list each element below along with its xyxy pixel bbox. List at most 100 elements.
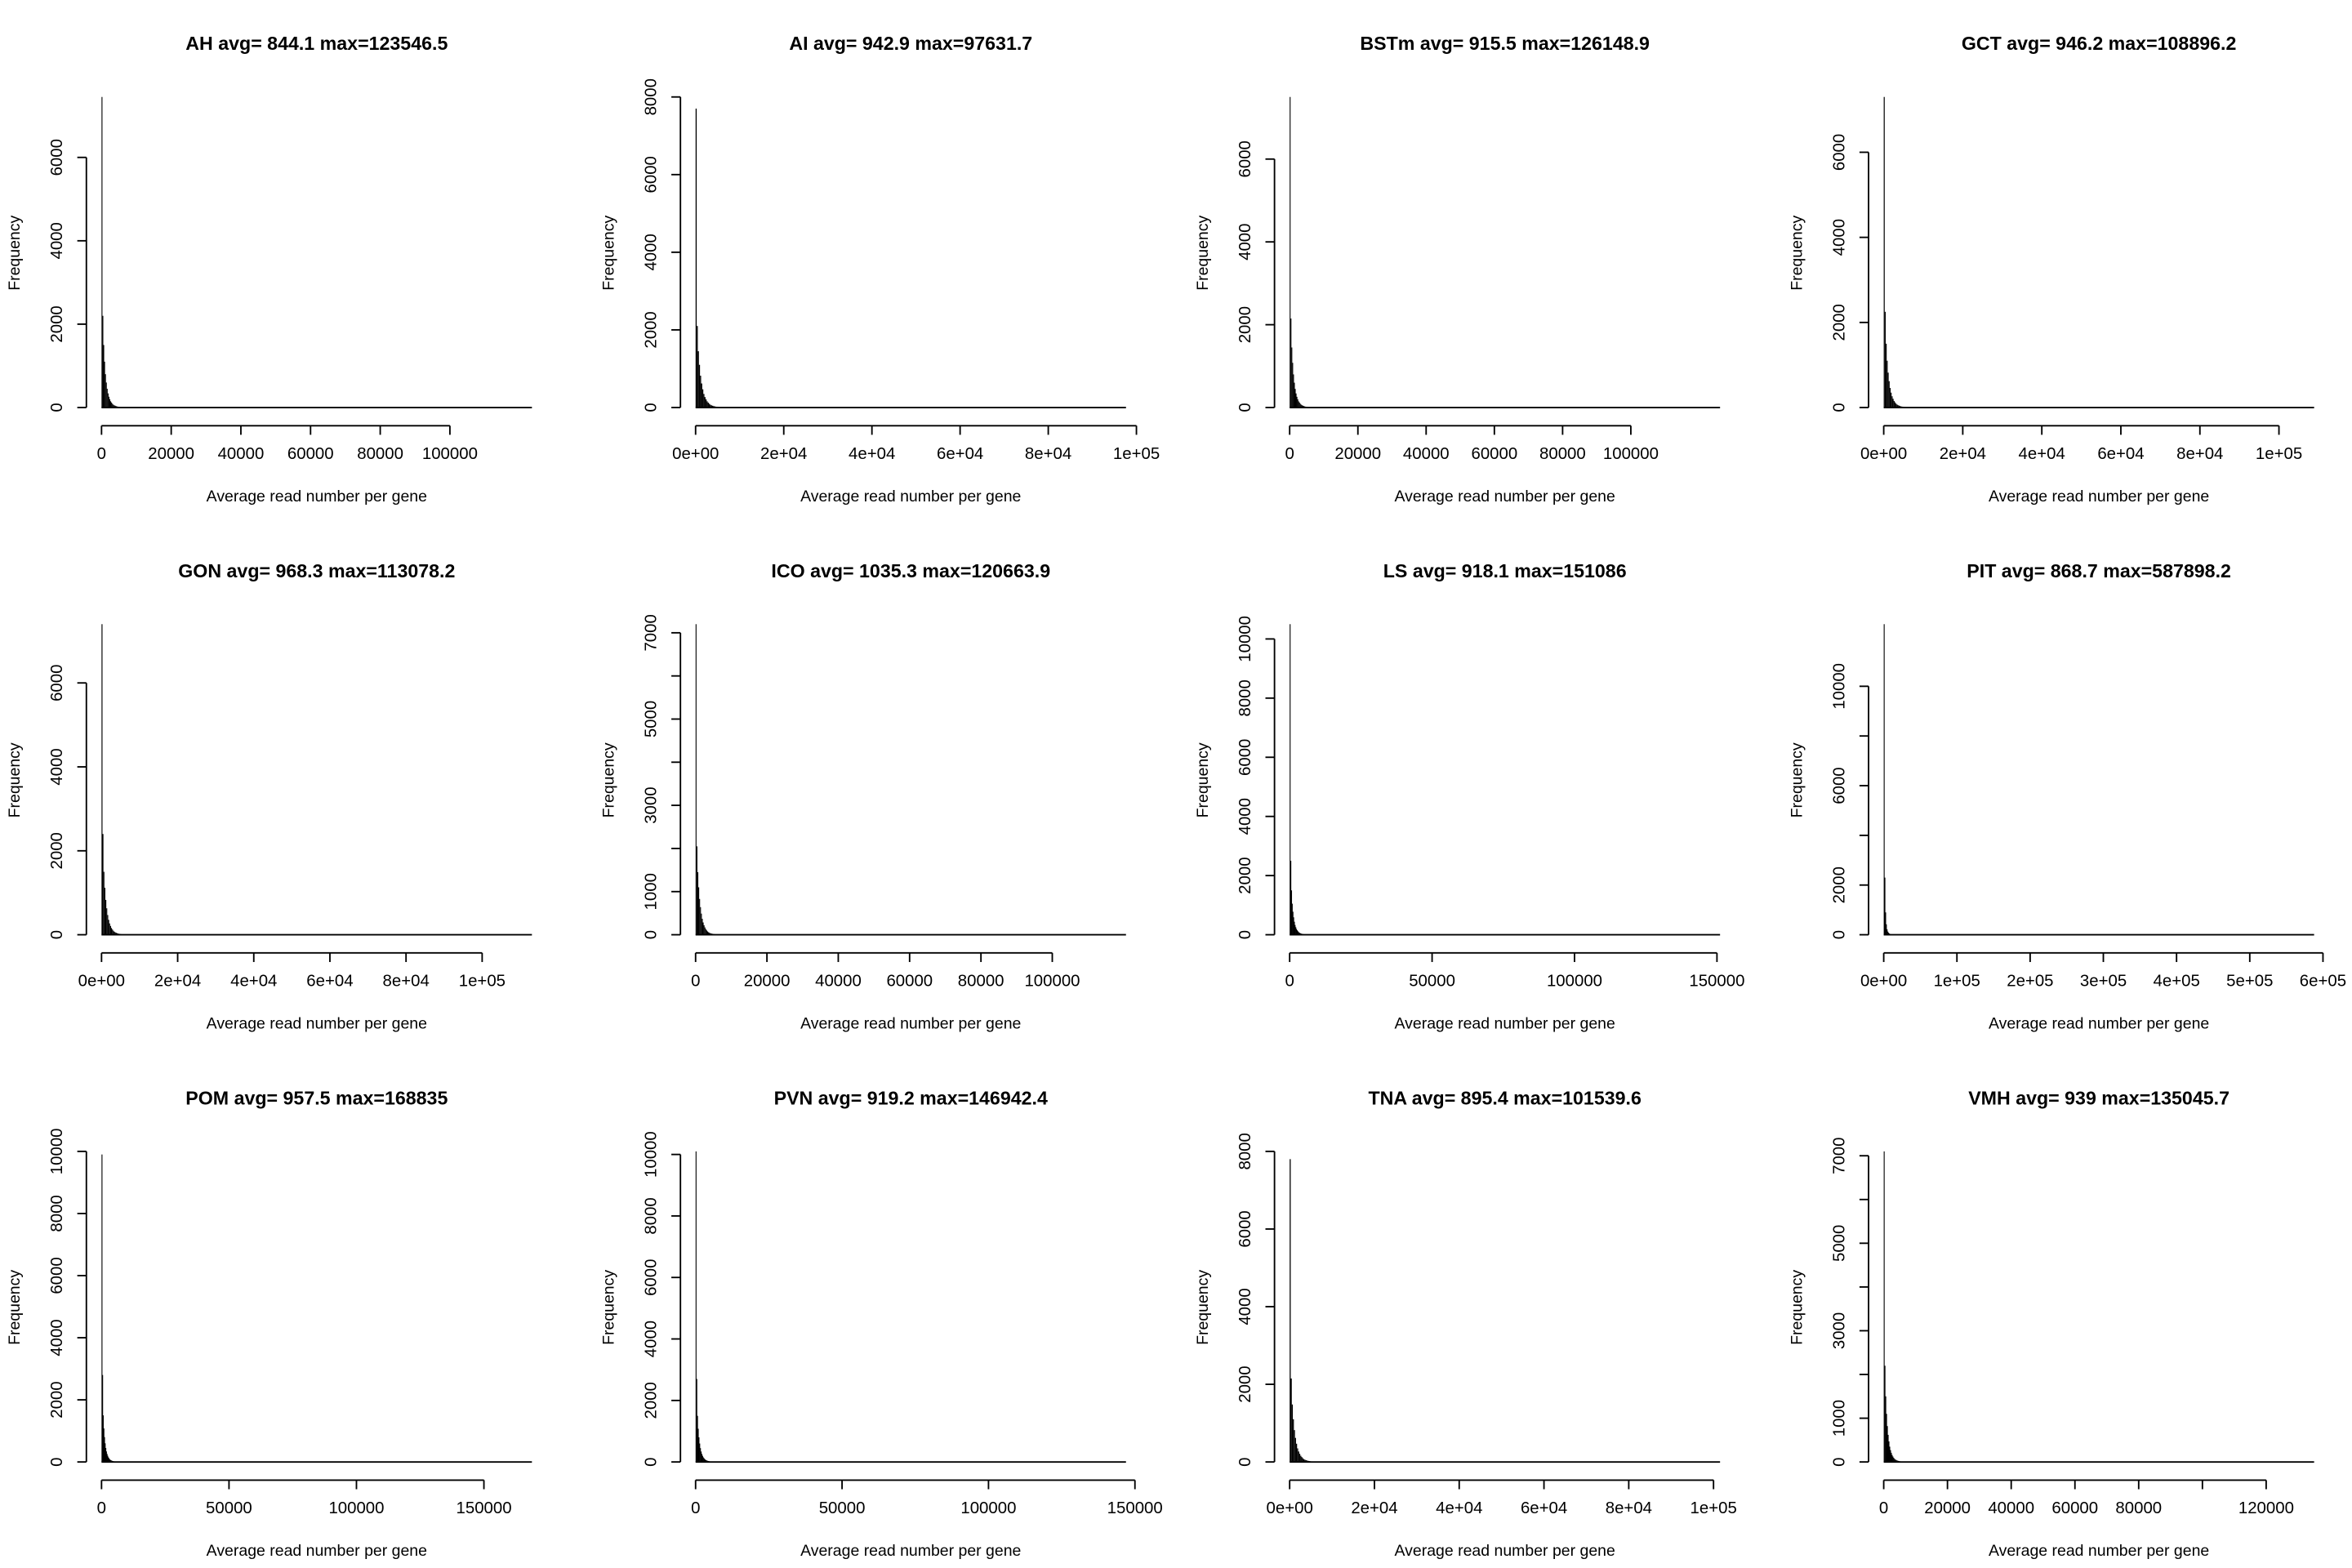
histogram-bar (107, 915, 109, 935)
y-tick-label: 2000 (48, 305, 66, 342)
y-tick-label: 2000 (643, 1382, 661, 1419)
chart-title: BSTm avg= 915.5 max=126148.9 (1360, 33, 1650, 54)
x-tick-label: 4e+04 (230, 973, 277, 991)
x-tick-label: 60000 (287, 445, 334, 463)
histogram-panel: VMH avg= 939 max=135045.7 0 1000 3000 5000 70… (1788, 1087, 2314, 1560)
x-tick-label: 1e+05 (1934, 973, 1980, 991)
histogram-bar (1294, 1437, 1296, 1463)
x-tick-label: 40000 (815, 973, 862, 991)
histogram-bar (1294, 389, 1296, 408)
y-tick-label: 0 (48, 1457, 66, 1466)
y-tick-label: 4000 (48, 222, 66, 259)
histogram-bar (112, 929, 114, 935)
y-tick-label: 10000 (1830, 663, 1848, 710)
histogram-panel: LS avg= 918.1 max=151086 0 2000 4000 6000 800… (1194, 560, 1744, 1033)
histogram-bar (107, 1455, 109, 1463)
histogram-panel: PIT avg= 868.7 max=587898.2 0 2000 6000 1000… (1788, 560, 2346, 1033)
chart-title: POM avg= 957.5 max=168835 (185, 1087, 448, 1108)
y-tick-label: 4000 (1236, 1288, 1254, 1325)
histogram-bar (110, 1460, 112, 1463)
histogram-bar (1295, 927, 1297, 935)
histogram-bar (108, 920, 109, 935)
x-tick-label: 3e+05 (2080, 973, 2127, 991)
histogram-bar (702, 1457, 704, 1463)
histogram-bar (1300, 404, 1302, 408)
x-tick-label: 80000 (2115, 1499, 2162, 1517)
y-tick-label: 1000 (1830, 1400, 1848, 1437)
y-tick-label: 4000 (1830, 219, 1848, 256)
y-tick-label: 6000 (48, 139, 66, 176)
histogram-bar (1894, 1459, 1895, 1463)
histogram-bar (1300, 1455, 1302, 1463)
x-tick-label: 0 (691, 973, 700, 991)
y-tick-label: 6000 (48, 665, 66, 702)
x-tick-label: 60000 (886, 973, 933, 991)
histogram-bar (102, 834, 104, 935)
y-axis-label: Frequency (1194, 1270, 1212, 1345)
histogram-bar (706, 931, 709, 935)
histogram-bar (703, 394, 705, 408)
x-tick-label: 100000 (328, 1499, 384, 1517)
y-tick-label: 6000 (643, 1259, 661, 1296)
histogram-panel: ICO avg= 1035.3 max=120663.9 0 1000 3000 500… (600, 560, 1126, 1033)
y-tick-label: 2000 (1236, 857, 1254, 893)
y-tick-label: 8000 (1236, 679, 1254, 716)
chart-title: AH avg= 844.1 max=123546.5 (185, 33, 448, 54)
histogram-bar (107, 393, 109, 408)
x-tick-label: 6e+04 (937, 445, 983, 463)
histogram-bar (112, 403, 114, 408)
histogram-bar (106, 1454, 108, 1463)
y-tick-label: 7000 (643, 614, 661, 651)
chart-title: TNA avg= 895.4 max=101539.6 (1368, 1087, 1641, 1108)
x-axis-label: Average read number per gene (207, 1015, 427, 1033)
x-tick-label: 150000 (1689, 973, 1744, 991)
histogram-bar (105, 899, 107, 935)
x-tick-label: 8e+04 (1025, 445, 1071, 463)
histogram-bar (697, 871, 699, 935)
histogram-bar (1883, 96, 1885, 408)
y-tick-label: 4000 (48, 1319, 66, 1356)
histogram-bar (1893, 400, 1895, 408)
x-axis-label: Average read number per gene (1395, 1015, 1615, 1033)
x-tick-label: 8e+04 (1606, 1499, 1652, 1517)
y-tick-label: 4000 (643, 234, 661, 270)
x-tick-label: 4e+04 (1436, 1499, 1482, 1517)
x-tick-label: 0e+00 (1860, 445, 1907, 463)
histogram-bar (105, 1451, 107, 1463)
histogram-bar (1891, 396, 1893, 408)
histogram-bar (104, 1437, 105, 1463)
x-tick-label: 40000 (1988, 1499, 2034, 1517)
chart-title: AI avg= 942.9 max=97631.7 (789, 33, 1032, 54)
histogram-bar (1895, 403, 1897, 408)
y-axis-label: Frequency (1194, 216, 1212, 291)
y-axis-label: Frequency (600, 742, 618, 817)
histogram-bar (1291, 903, 1293, 935)
y-tick-label: 2000 (48, 1381, 66, 1418)
x-tick-label: 20000 (1334, 445, 1381, 463)
histogram-bar (1896, 404, 1898, 408)
y-tick-label: 5000 (1830, 1225, 1848, 1262)
histogram-bar (697, 1415, 698, 1463)
y-tick-label: 0 (48, 930, 66, 939)
y-axis-label: Frequency (6, 1270, 24, 1345)
histogram-bar (1883, 624, 1885, 935)
histogram-bar (1296, 929, 1298, 935)
histogram-bar (1301, 1457, 1303, 1463)
histogram-bar (1299, 933, 1301, 935)
histogram-bar (1298, 933, 1300, 935)
histogram-bar (1305, 1459, 1307, 1463)
histogram-bar (102, 315, 104, 408)
histogram-bar (1889, 1446, 1891, 1463)
x-tick-label: 100000 (1603, 445, 1659, 463)
x-tick-label: 100000 (1024, 973, 1080, 991)
y-tick-label: 0 (643, 403, 661, 412)
histogram-bar (1893, 1458, 1895, 1463)
histogram-bar (695, 624, 697, 935)
histogram-bar (709, 933, 710, 935)
y-tick-label: 3000 (1830, 1312, 1848, 1349)
y-tick-label: 0 (643, 930, 661, 939)
y-tick-label: 4000 (48, 748, 66, 785)
x-tick-label: 8e+04 (2176, 445, 2223, 463)
histogram-bar (1892, 1456, 1894, 1463)
x-axis-label: Average read number per gene (1395, 1542, 1615, 1560)
